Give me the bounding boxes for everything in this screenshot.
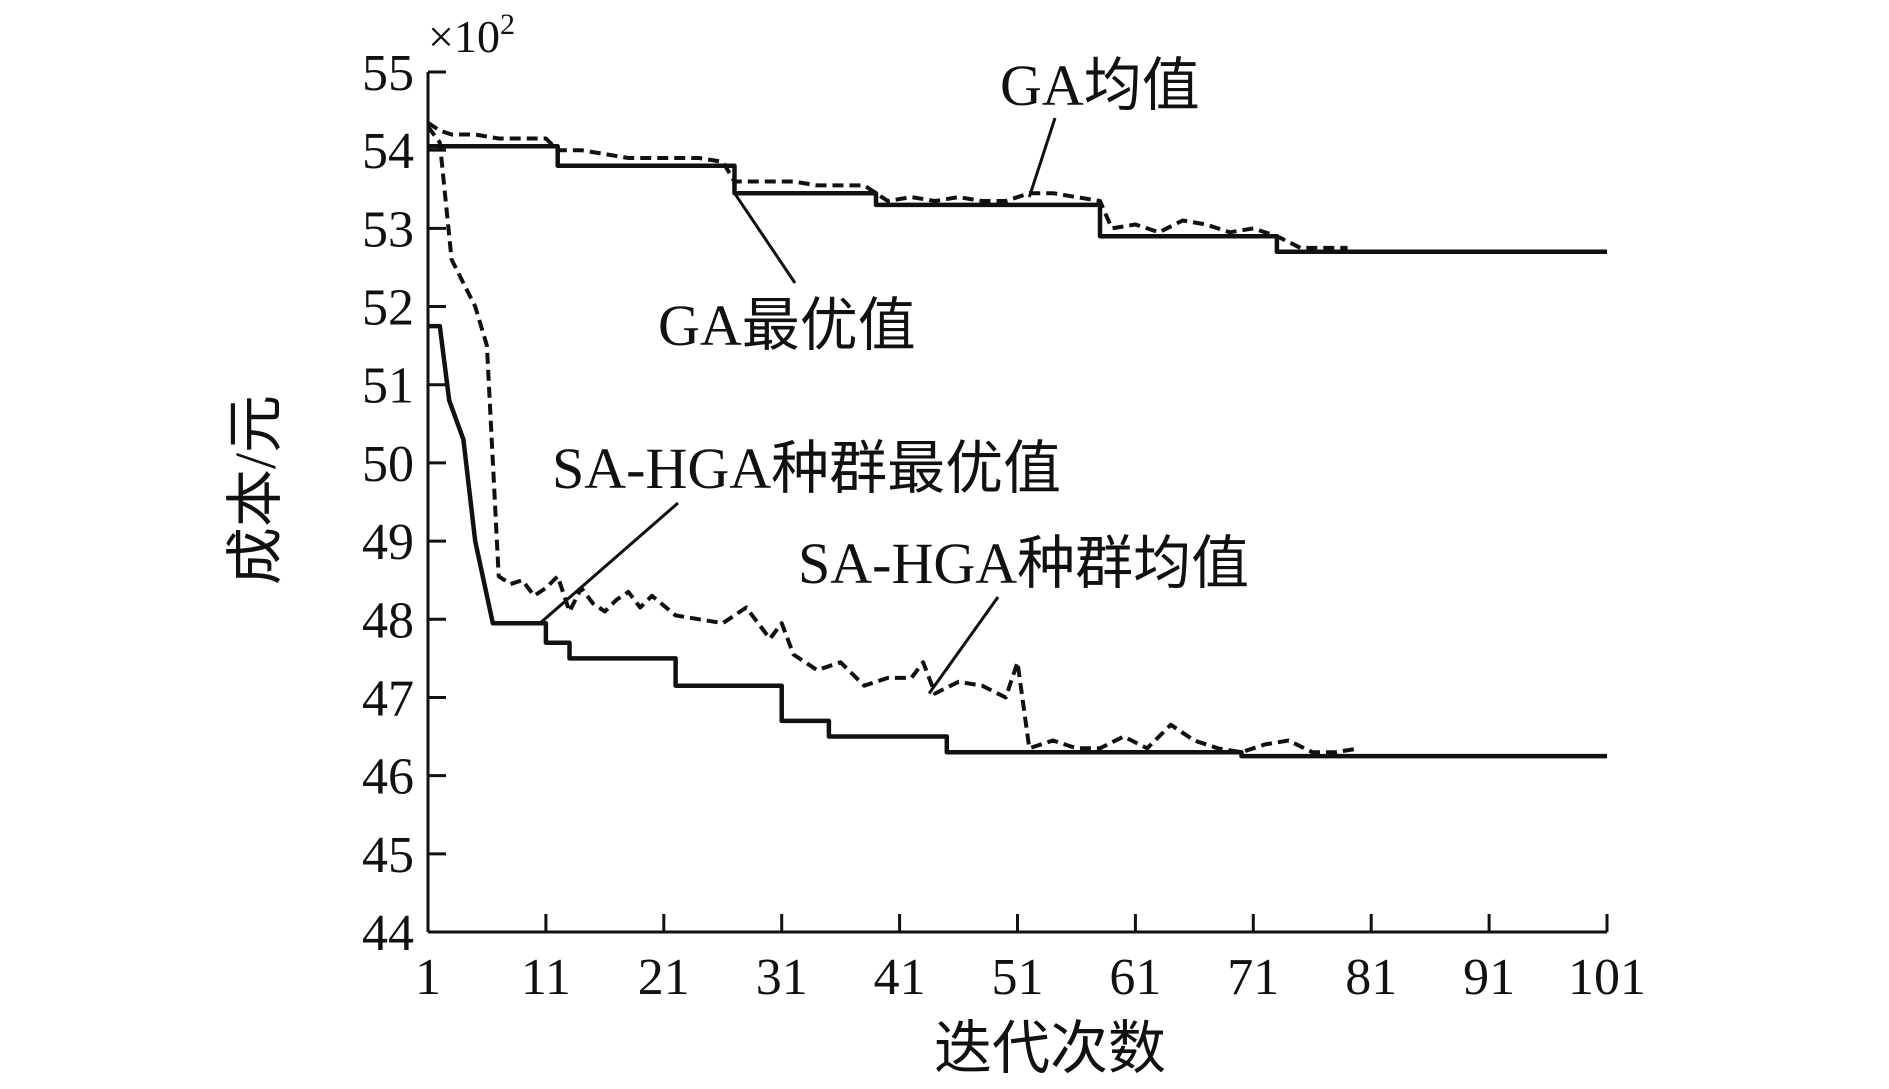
annotation-leader-line — [927, 596, 1000, 695]
y-axis-label: 成本/元 — [223, 395, 288, 585]
annotation-label: SA-HGA种群均值 — [798, 531, 1249, 596]
x-tick-label: 31 — [756, 949, 808, 1006]
x-tick-label: 11 — [521, 949, 571, 1006]
x-tick-label: 101 — [1568, 949, 1646, 1006]
y-tick-label: 46 — [362, 749, 414, 806]
y-tick-label: 51 — [362, 358, 414, 415]
y-tick-label: 55 — [362, 45, 414, 102]
x-tick-label: 91 — [1463, 949, 1515, 1006]
x-tick-label: 41 — [874, 949, 926, 1006]
annotation-label: GA最优值 — [658, 293, 916, 358]
series-line-1 — [428, 144, 1607, 255]
y-tick-label: 48 — [362, 592, 414, 649]
chart-annotations: GA均值 GA最优值 SA-HGA种群最优值 SA-HGA种群均值 — [539, 53, 1249, 695]
annotation-label: SA-HGA种群最优值 — [552, 436, 1061, 501]
series-line-2 — [426, 121, 1348, 250]
y-axis-multiplier: ×102 — [428, 8, 515, 62]
chart-series — [426, 121, 1607, 759]
series-line-3 — [428, 323, 1607, 759]
annotation-leader-line — [539, 501, 679, 625]
annotation-leader-line — [733, 192, 797, 284]
annotation-label: GA均值 — [1000, 53, 1200, 118]
y-tick-label: 44 — [362, 905, 414, 962]
x-tick-label: 51 — [992, 949, 1044, 1006]
x-axis-label: 迭代次数 — [934, 1016, 1166, 1081]
y-axis-multiplier-exponent: 2 — [500, 8, 515, 41]
y-tick-label: 49 — [362, 514, 414, 571]
x-tick-label: 21 — [638, 949, 690, 1006]
y-axis-multiplier-base: ×10 — [428, 11, 500, 62]
y-tick-label: 50 — [362, 436, 414, 493]
y-tick-label: 54 — [362, 123, 414, 180]
y-tick-label: 47 — [362, 670, 414, 727]
y-tick-label: 45 — [362, 827, 414, 884]
y-tick-label: 52 — [362, 280, 414, 337]
x-tick-label: 1 — [415, 949, 441, 1006]
annotation-leader-line — [1027, 117, 1057, 198]
y-tick-label: 53 — [362, 201, 414, 258]
x-tick-label: 61 — [1109, 949, 1161, 1006]
x-tick-label: 71 — [1227, 949, 1279, 1006]
x-tick-label: 81 — [1345, 949, 1397, 1006]
series-line-4 — [426, 125, 1360, 755]
